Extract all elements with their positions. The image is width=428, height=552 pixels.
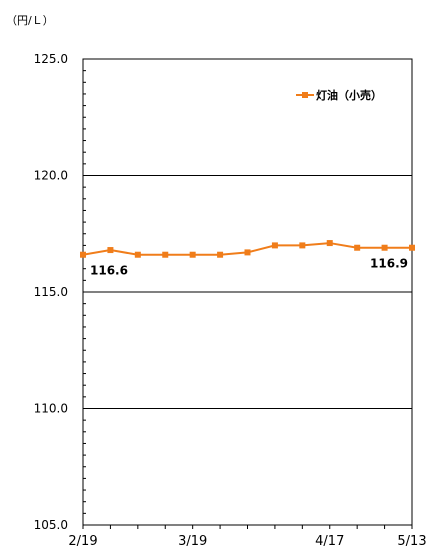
x-tick-label: 3/19: [178, 534, 207, 549]
data-point: [271, 242, 278, 249]
x-tick-label: 5/13: [397, 534, 426, 549]
axes: 105.0 110.0 115.0 120.0 125.0 2/19 3/19 4/17 5/1…: [34, 52, 427, 549]
y-tick-label: 120.0: [34, 169, 68, 183]
data-point: [409, 244, 415, 251]
data-point: [244, 249, 251, 256]
x-tick-label: 4/17: [315, 534, 344, 549]
y-tick-label: 115.0: [34, 285, 68, 299]
data-point: [189, 251, 196, 258]
data-point: [80, 251, 86, 258]
series-layer: [80, 240, 415, 258]
data-point: [162, 251, 169, 258]
data-point: [354, 244, 361, 251]
data-point: [326, 240, 333, 247]
legend: 灯油（小売）: [296, 88, 382, 102]
data-point: [299, 242, 306, 249]
gridlines: [83, 175, 412, 409]
data-point: [134, 251, 141, 258]
data-point: [107, 247, 114, 254]
data-label: 116.9: [370, 257, 408, 271]
x-tick-label: 2/19: [68, 534, 97, 549]
legend-swatch-marker: [302, 92, 308, 98]
y-unit-label: （円/Ｌ）: [6, 14, 54, 27]
data-point: [217, 251, 224, 258]
y-tick-label: 110.0: [34, 402, 68, 416]
data-point: [381, 244, 388, 251]
data-label: 116.6: [90, 264, 128, 278]
legend-label: 灯油（小売）: [316, 88, 382, 102]
y-tick-label: 105.0: [34, 518, 68, 532]
data-labels: 116.6 116.9: [90, 257, 408, 278]
y-tick-label: 125.0: [34, 52, 68, 66]
